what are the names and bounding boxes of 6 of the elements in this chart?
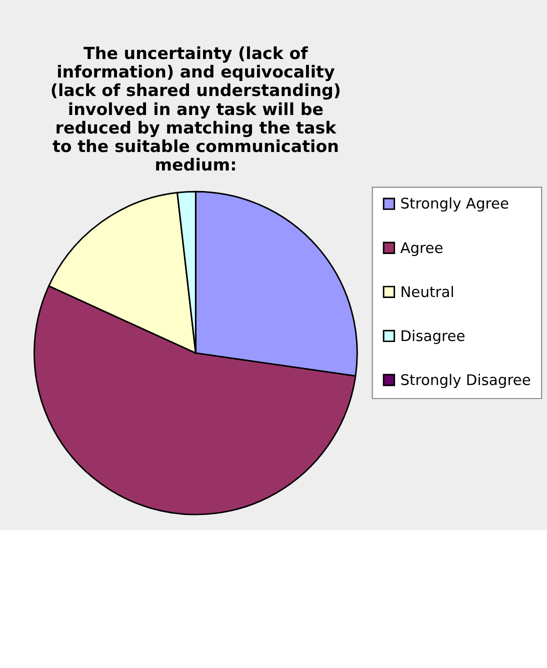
- chart-title: The uncertainty (lack of information) and equivocality (lack of shared understanding) involved in any task will be reduced by matching the task to the suitable communication medium:: [50, 44, 342, 175]
- legend-label: Agree: [400, 240, 444, 257]
- legend-label: Disagree: [400, 328, 466, 345]
- legend-label: Neutral: [400, 284, 454, 301]
- legend-label: Strongly Disagree: [400, 372, 531, 389]
- legend-label: Strongly Agree: [400, 196, 510, 213]
